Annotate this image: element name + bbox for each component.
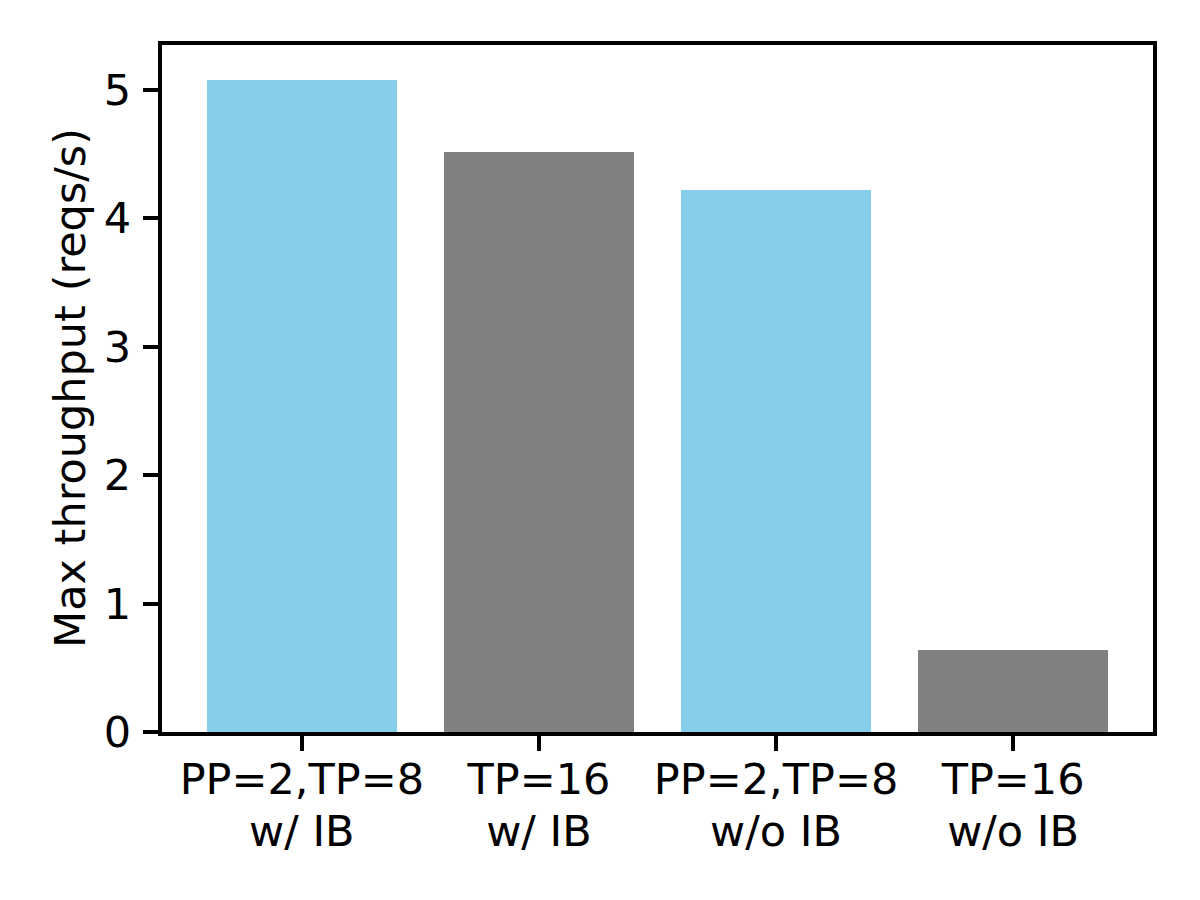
bar-tp-16-w-ib [444,152,634,732]
y-tick-label: 1 [0,579,131,629]
x-tick-mark [1011,736,1015,751]
x-tick-label: TP=16w/o IB [853,753,1173,857]
y-tick-mark [143,88,158,92]
x-tick-mark [537,736,541,751]
y-tick-label: 0 [0,707,131,757]
x-tick-label-line: TP=16 [853,753,1173,805]
y-tick-label: 2 [0,450,131,500]
y-tick-mark [143,473,158,477]
x-tick-label-line: w/o IB [853,805,1173,857]
x-tick-mark [774,736,778,751]
y-tick-mark [143,216,158,220]
bar-pp-2-tp-8-w-o-ib [681,190,871,732]
y-tick-label: 4 [0,193,131,243]
x-tick-mark [300,736,304,751]
bar-pp-2-tp-8-w-ib [207,80,397,732]
bar-tp-16-w-o-ib [918,650,1108,732]
plot-area [158,41,1157,736]
y-tick-label: 3 [0,322,131,372]
y-tick-label: 5 [0,65,131,115]
y-tick-mark [143,602,158,606]
y-tick-mark [143,345,158,349]
y-tick-mark [143,730,158,734]
bar-chart-figure: Max throughput (reqs/s) 012345PP=2,TP=8w… [0,0,1200,900]
